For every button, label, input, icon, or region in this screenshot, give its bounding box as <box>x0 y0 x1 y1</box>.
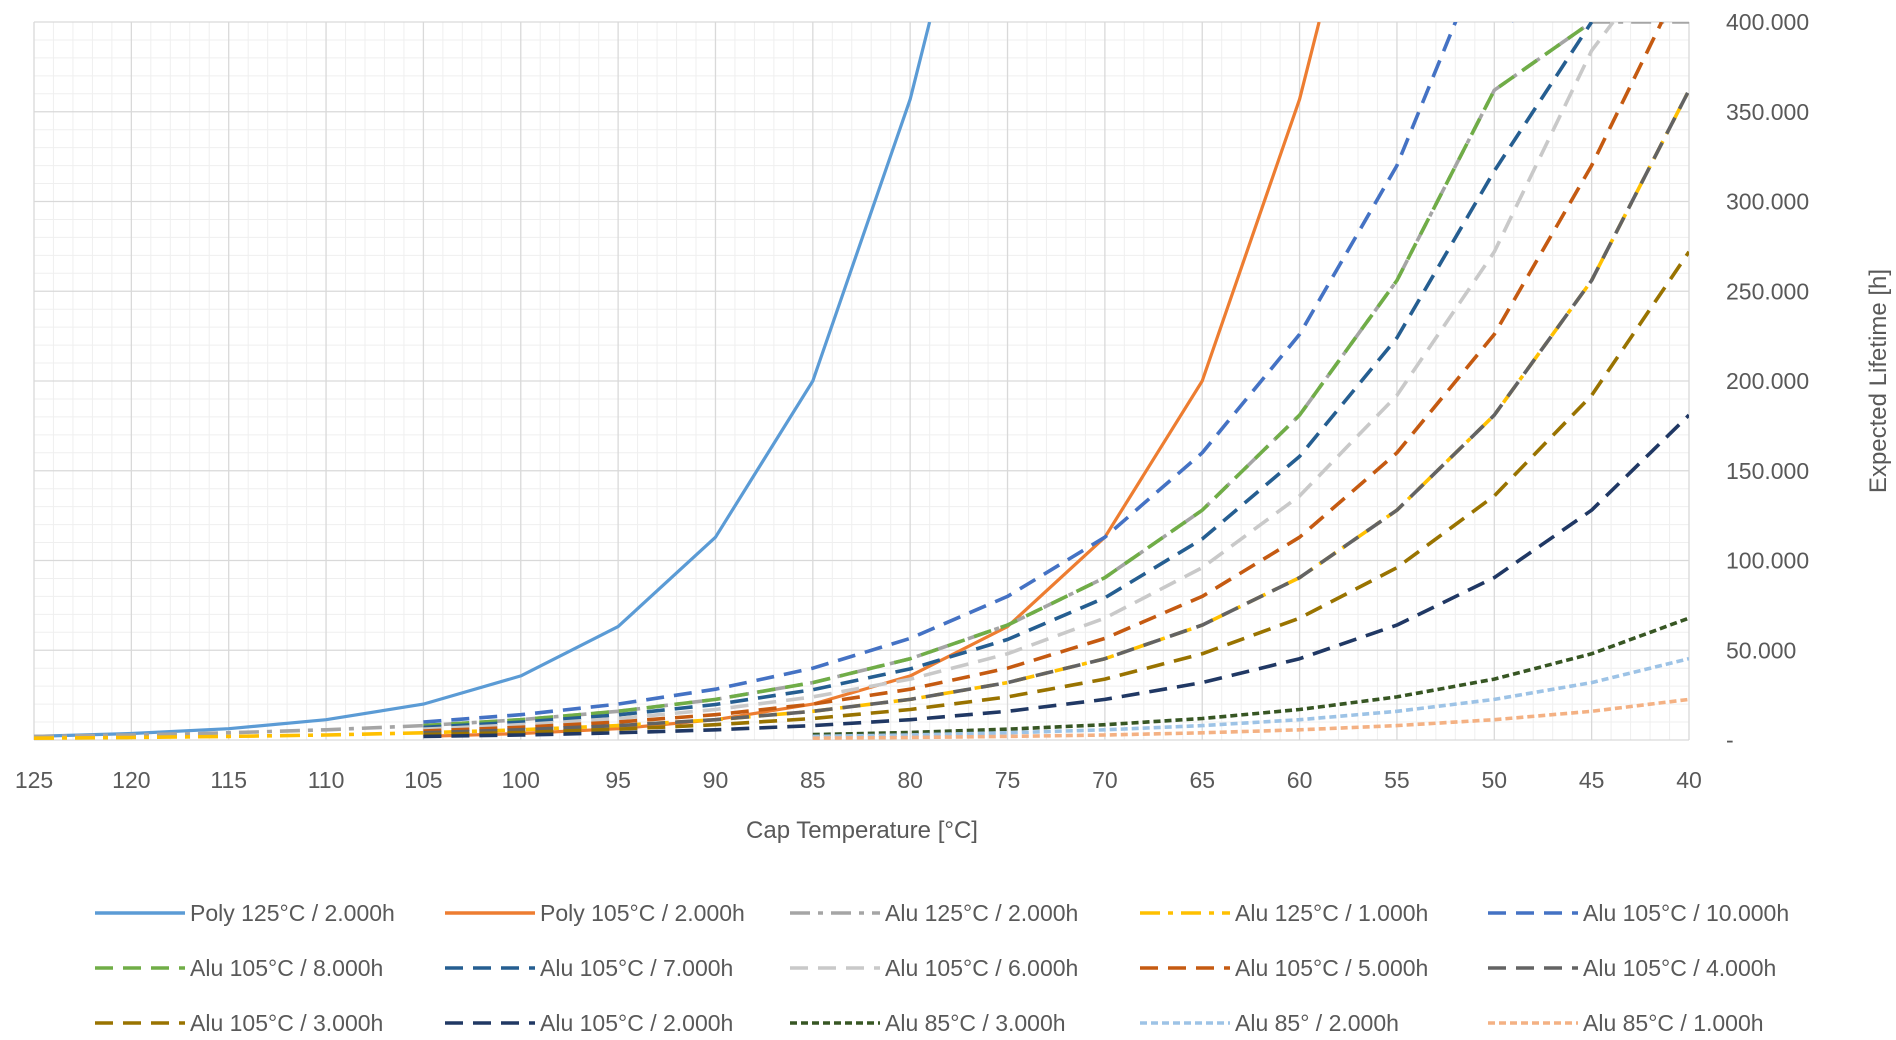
series-line-5 <box>423 22 1514 724</box>
y-tick-label: - <box>1726 727 1734 753</box>
x-tick-label: 120 <box>112 767 150 793</box>
series-line-10 <box>423 89 1689 735</box>
series-line-15 <box>812 697 1689 740</box>
legend-label-2: Poly 105°C / 2.000h <box>540 900 745 926</box>
y-tick-label: 350.000 <box>1726 99 1809 125</box>
series-line-11 <box>423 250 1689 737</box>
series-line-7 <box>423 22 1594 730</box>
series-line-13 <box>812 616 1689 737</box>
legend-label-14: Alu 85° / 2.000h <box>1235 1010 1399 1036</box>
y-tick-label: 100.000 <box>1726 548 1809 574</box>
legend-label-13: Alu 85°C / 3.000h <box>885 1010 1066 1036</box>
legend-label-8: Alu 105°C / 6.000h <box>885 955 1078 981</box>
legend-label-4: Alu 125°C / 1.000h <box>1235 900 1428 926</box>
x-tick-label: 115 <box>210 767 247 793</box>
y-axis-ticks: - 50.000 100.000 150.000 200.000 250.000 300.0… <box>1726 9 1809 753</box>
x-tick-label: 110 <box>308 767 345 793</box>
y-tick-label: 200.000 <box>1726 368 1809 394</box>
legend-label-7: Alu 105°C / 7.000h <box>540 955 733 981</box>
legend: Poly 125°C / 2.000h Poly 105°C / 2.000h Al… <box>95 900 1789 1036</box>
series-line-8 <box>423 22 1615 731</box>
x-tick-label: 105 <box>404 767 442 793</box>
y-tick-label: 150.000 <box>1726 458 1809 484</box>
legend-label-1: Poly 125°C / 2.000h <box>190 900 395 926</box>
legend-label-11: Alu 105°C / 3.000h <box>190 1010 383 1036</box>
x-tick-label: 100 <box>502 767 540 793</box>
series-layer <box>34 22 1689 740</box>
y-tick-label: 400.000 <box>1726 9 1809 35</box>
x-tick-label: 90 <box>703 767 729 793</box>
series-line-12 <box>423 413 1689 739</box>
series-line-14 <box>812 656 1689 739</box>
y-tick-label: 300.000 <box>1726 189 1809 215</box>
series-line-9 <box>423 22 1664 733</box>
x-axis-ticks: 125 120 115 110 105 100 95 90 85 80 75 70 65 60 55 50 45… <box>15 767 1702 793</box>
x-tick-label: 80 <box>897 767 923 793</box>
x-tick-label: 85 <box>800 767 826 793</box>
legend-label-5: Alu 105°C / 10.000h <box>1583 900 1789 926</box>
x-tick-label: 75 <box>995 767 1021 793</box>
x-tick-label: 45 <box>1579 767 1605 793</box>
major-gridlines <box>33 21 1690 741</box>
series-line-1 <box>34 22 932 738</box>
legend-label-9: Alu 105°C / 5.000h <box>1235 955 1428 981</box>
x-tick-label: 60 <box>1287 767 1313 793</box>
legend-label-3: Alu 125°C / 2.000h <box>885 900 1078 926</box>
x-tick-label: 55 <box>1384 767 1410 793</box>
x-tick-label: 70 <box>1092 767 1118 793</box>
x-tick-label: 50 <box>1481 767 1507 793</box>
legend-label-6: Alu 105°C / 8.000h <box>190 955 383 981</box>
y-tick-label: 50.000 <box>1726 637 1796 663</box>
legend-label-15: Alu 85°C / 1.000h <box>1583 1010 1764 1036</box>
series-line-2 <box>423 22 1321 738</box>
x-tick-label: 95 <box>605 767 631 793</box>
legend-label-12: Alu 105°C / 2.000h <box>540 1010 733 1036</box>
y-axis-title: Expected Lifetime [h] <box>1865 269 1892 493</box>
x-axis-title: Cap Temperature [°C] <box>746 817 978 844</box>
series-line-4 <box>34 89 1689 740</box>
x-tick-label: 65 <box>1189 767 1215 793</box>
y-tick-label: 250.000 <box>1726 278 1809 304</box>
x-tick-label: 40 <box>1676 767 1702 793</box>
x-tick-label: 125 <box>15 767 53 793</box>
series-line-6 <box>423 22 1593 728</box>
legend-label-10: Alu 105°C / 4.000h <box>1583 955 1776 981</box>
